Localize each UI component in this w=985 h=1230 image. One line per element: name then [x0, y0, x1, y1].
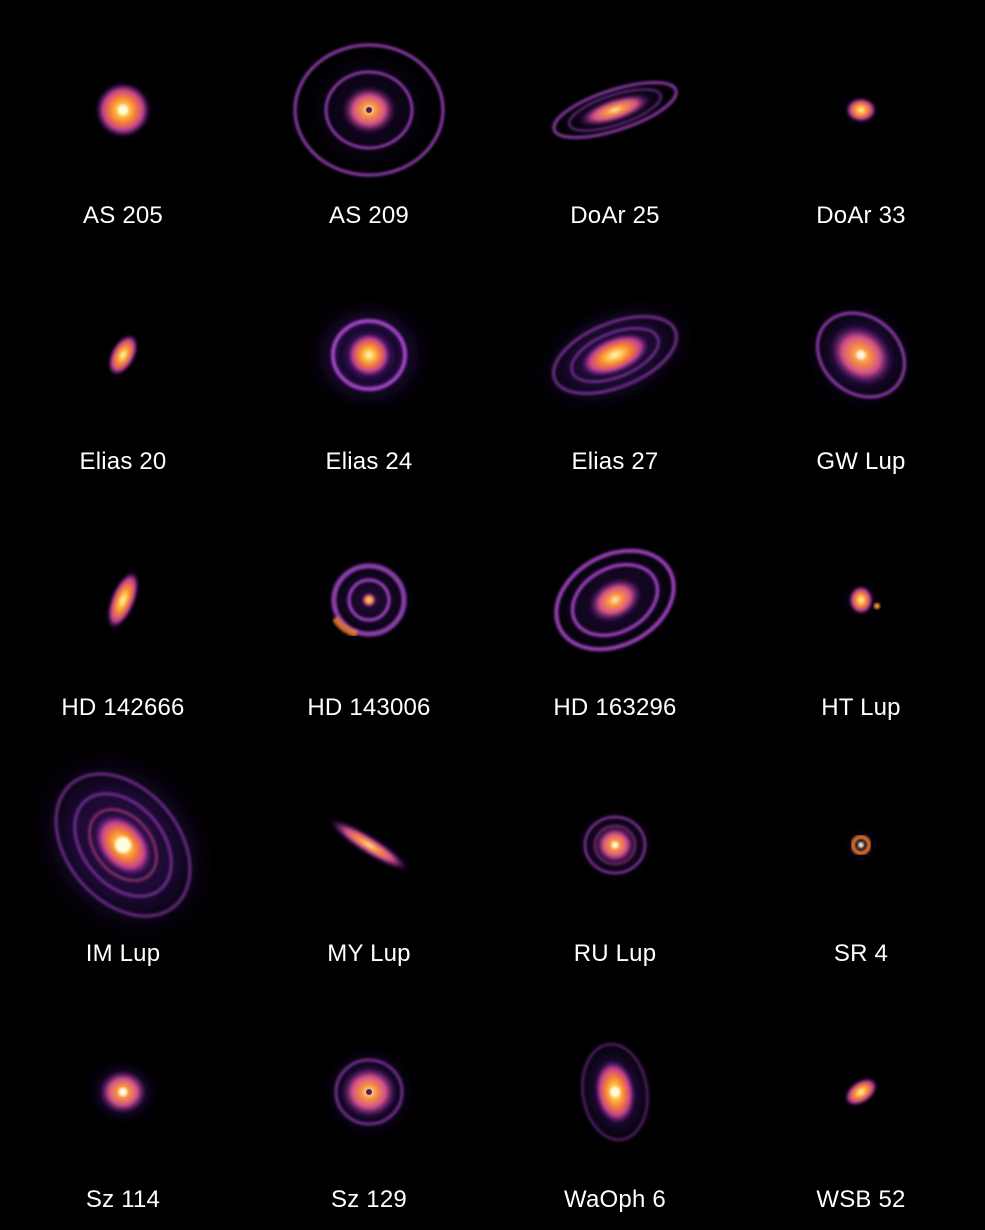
- disk-hd163296: [542, 539, 688, 661]
- disk-hd143006: [317, 552, 421, 648]
- disk-label-as205: AS 205: [83, 202, 163, 229]
- disk-label-waoph6: WaOph 6: [564, 1186, 666, 1213]
- disk-label-doar25: DoAr 25: [570, 202, 660, 229]
- disk-label-hd142666: HD 142666: [61, 694, 185, 721]
- disk-label-rulup: RU Lup: [573, 940, 657, 967]
- disk-elias27: [529, 294, 701, 416]
- disk-as209: [293, 42, 445, 178]
- disk-sz129: [319, 1042, 419, 1142]
- disk-label-sr4: SR 4: [833, 940, 889, 967]
- disk-label-elias20: Elias 20: [79, 448, 167, 475]
- disk-label-hd143006: HD 143006: [307, 694, 431, 721]
- disk-label-as209: AS 209: [329, 202, 409, 229]
- disk-htlup: [839, 580, 883, 620]
- disk-elias24: [303, 295, 435, 415]
- disk-label-doar33: DoAr 33: [816, 202, 906, 229]
- disk-label-elias27: Elias 27: [571, 448, 659, 475]
- disk-doar25: [548, 78, 682, 142]
- disk-label-sz129: Sz 129: [331, 1186, 407, 1213]
- disk-as205: [87, 76, 159, 144]
- disk-waoph6: [574, 1034, 656, 1150]
- disk-hd142666: [103, 567, 143, 633]
- disk-label-hd163296: HD 163296: [553, 694, 677, 721]
- disk-label-imlup: IM Lup: [85, 940, 161, 967]
- disk-wsb52: [841, 1074, 881, 1110]
- disk-mylup: [324, 814, 414, 876]
- disk-imlup: [24, 742, 222, 948]
- disk-doar33: [839, 92, 883, 128]
- disk-label-htlup: HT Lup: [821, 694, 901, 721]
- disk-label-elias24: Elias 24: [325, 448, 413, 475]
- disk-sz114: [85, 1058, 161, 1126]
- disk-sr4: [843, 827, 879, 863]
- disk-elias20: [104, 330, 142, 380]
- disk-gwlup: [802, 297, 920, 413]
- disk-label-sz114: Sz 114: [85, 1186, 161, 1213]
- disk-rulup: [573, 807, 657, 883]
- disk-label-wsb52: WSB 52: [816, 1186, 906, 1213]
- disk-label-mylup: MY Lup: [327, 940, 411, 967]
- disk-label-gwlup: GW Lup: [816, 448, 906, 475]
